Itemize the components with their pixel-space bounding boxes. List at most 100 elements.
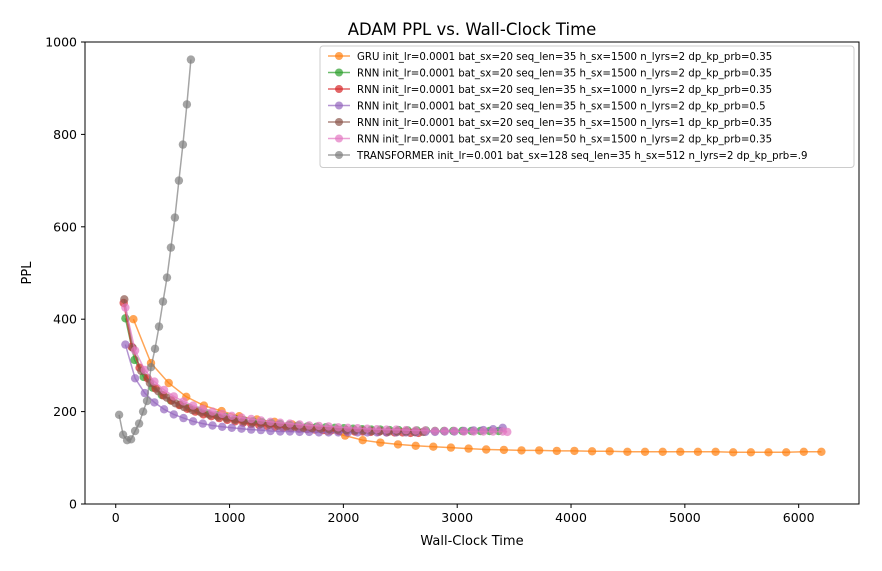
series-7-point	[186, 55, 196, 64]
legend-label: RNN init_lr=0.0001 bat_sx=20 seq_len=35 …	[357, 85, 772, 96]
legend-item: RNN init_lr=0.0001 bat_sx=20 seq_len=35 …	[328, 101, 766, 112]
legend: GRU init_lr=0.0001 bat_sx=20 seq_len=35 …	[319, 45, 855, 168]
y-axis-label: PPL	[20, 261, 35, 285]
series-1-point	[746, 448, 756, 457]
series-7-point	[158, 297, 168, 306]
series-6-point	[401, 425, 411, 435]
series-5-point	[120, 295, 129, 304]
series-6-point	[208, 407, 217, 416]
series-7-point	[146, 363, 156, 372]
series-4-point	[256, 425, 266, 435]
series-6-point	[363, 424, 372, 433]
series-1-point	[164, 378, 173, 388]
series-1-point	[799, 447, 808, 456]
legend-swatch-marker	[335, 118, 343, 126]
series-7	[114, 55, 196, 445]
series-1-point	[605, 447, 614, 456]
series-1-point	[482, 445, 491, 454]
series-6-point	[479, 427, 488, 436]
series-4-point	[188, 417, 198, 426]
series-6-point	[227, 411, 236, 420]
series-7-point	[178, 140, 188, 149]
legend-label: RNN init_lr=0.0001 bat_sx=20 seq_len=35 …	[357, 68, 772, 79]
series-1-point	[411, 441, 420, 450]
y-tick-label: 400	[53, 312, 77, 327]
series-7-point	[130, 426, 140, 436]
chart-title: ADAM PPL vs. Wall-Clock Time	[348, 20, 597, 39]
series-7-point	[154, 322, 164, 331]
x-axis: 0 1000 2000 3000 4000 5000 6000	[112, 504, 815, 525]
series-1-point	[358, 436, 367, 445]
legend-item: RNN init_lr=0.0001 bat_sx=20 seq_len=50 …	[328, 134, 772, 145]
series-6-point	[295, 420, 304, 429]
legend-item: GRU init_lr=0.0001 bat_sx=20 seq_len=35 …	[328, 52, 772, 63]
series-6-point	[276, 418, 285, 427]
series-6-point	[411, 426, 420, 435]
series-5-point	[162, 393, 172, 402]
series-1-point	[535, 446, 544, 455]
legend-swatch-marker	[335, 68, 343, 77]
series-6-point	[121, 303, 130, 312]
series-4-point	[237, 424, 246, 433]
series-6-point	[159, 385, 169, 395]
series-7-point	[162, 273, 172, 282]
series-6-point	[488, 427, 498, 436]
series-1-point	[376, 438, 385, 447]
x-tick-label: 4000	[555, 510, 587, 525]
series-1-point	[729, 448, 738, 457]
series-1-point	[446, 443, 456, 452]
series-7-point	[182, 100, 192, 109]
series-6-point	[469, 427, 478, 436]
series-1-point	[640, 447, 650, 456]
series-6-point	[324, 422, 333, 431]
series-1-point	[129, 315, 138, 324]
series-1-point	[499, 445, 509, 455]
y-tick-label: 600	[53, 219, 77, 234]
legend-swatch-marker	[335, 134, 343, 143]
series-6-point	[305, 421, 314, 430]
series-4-point	[198, 419, 207, 428]
series-6-point	[130, 346, 140, 355]
series-6-point	[218, 409, 227, 419]
series-6-point	[169, 392, 178, 401]
series-1-point	[764, 448, 773, 457]
series-6-point	[430, 426, 440, 436]
series-6-point	[392, 425, 401, 434]
series-4-point	[140, 388, 149, 398]
series-4-point	[130, 374, 140, 383]
series-6-point	[459, 427, 469, 436]
series-4-point	[266, 426, 275, 436]
legend-label: GRU init_lr=0.0001 bat_sx=20 seq_len=35 …	[357, 52, 772, 63]
x-tick-label: 2000	[327, 510, 359, 525]
series-7-point	[150, 344, 160, 353]
series-6-point	[247, 414, 256, 424]
series-6-point	[285, 419, 295, 428]
legend-label: RNN init_lr=0.0001 bat_sx=20 seq_len=35 …	[357, 101, 766, 112]
y-tick-label: 200	[53, 404, 77, 419]
x-tick-label: 0	[112, 510, 120, 525]
series-4-point	[121, 340, 130, 349]
series-6-point	[440, 426, 449, 436]
plot-area	[114, 55, 826, 457]
legend-item: RNN init_lr=0.0001 bat_sx=20 seq_len=35 …	[328, 68, 772, 79]
series-1-point	[464, 444, 473, 453]
y-tick-label: 0	[69, 497, 77, 512]
series-6-point	[256, 416, 266, 425]
series-7-point	[166, 243, 176, 252]
series-6-point	[450, 426, 459, 436]
series-1-point	[552, 446, 561, 456]
series-1-point	[658, 447, 667, 456]
series-7-point	[142, 396, 152, 406]
series-1-point	[517, 446, 526, 455]
series-4-point	[159, 405, 169, 414]
legend-swatch-marker	[335, 85, 343, 93]
series-6	[121, 303, 512, 437]
legend-label: RNN init_lr=0.0001 bat_sx=20 seq_len=50 …	[357, 134, 772, 145]
y-tick-label: 800	[53, 127, 77, 142]
x-tick-label: 6000	[783, 510, 815, 525]
series-6-point	[353, 424, 362, 433]
series-6-point	[266, 417, 275, 426]
series-5-point	[171, 399, 180, 408]
series-6-point	[150, 377, 159, 386]
